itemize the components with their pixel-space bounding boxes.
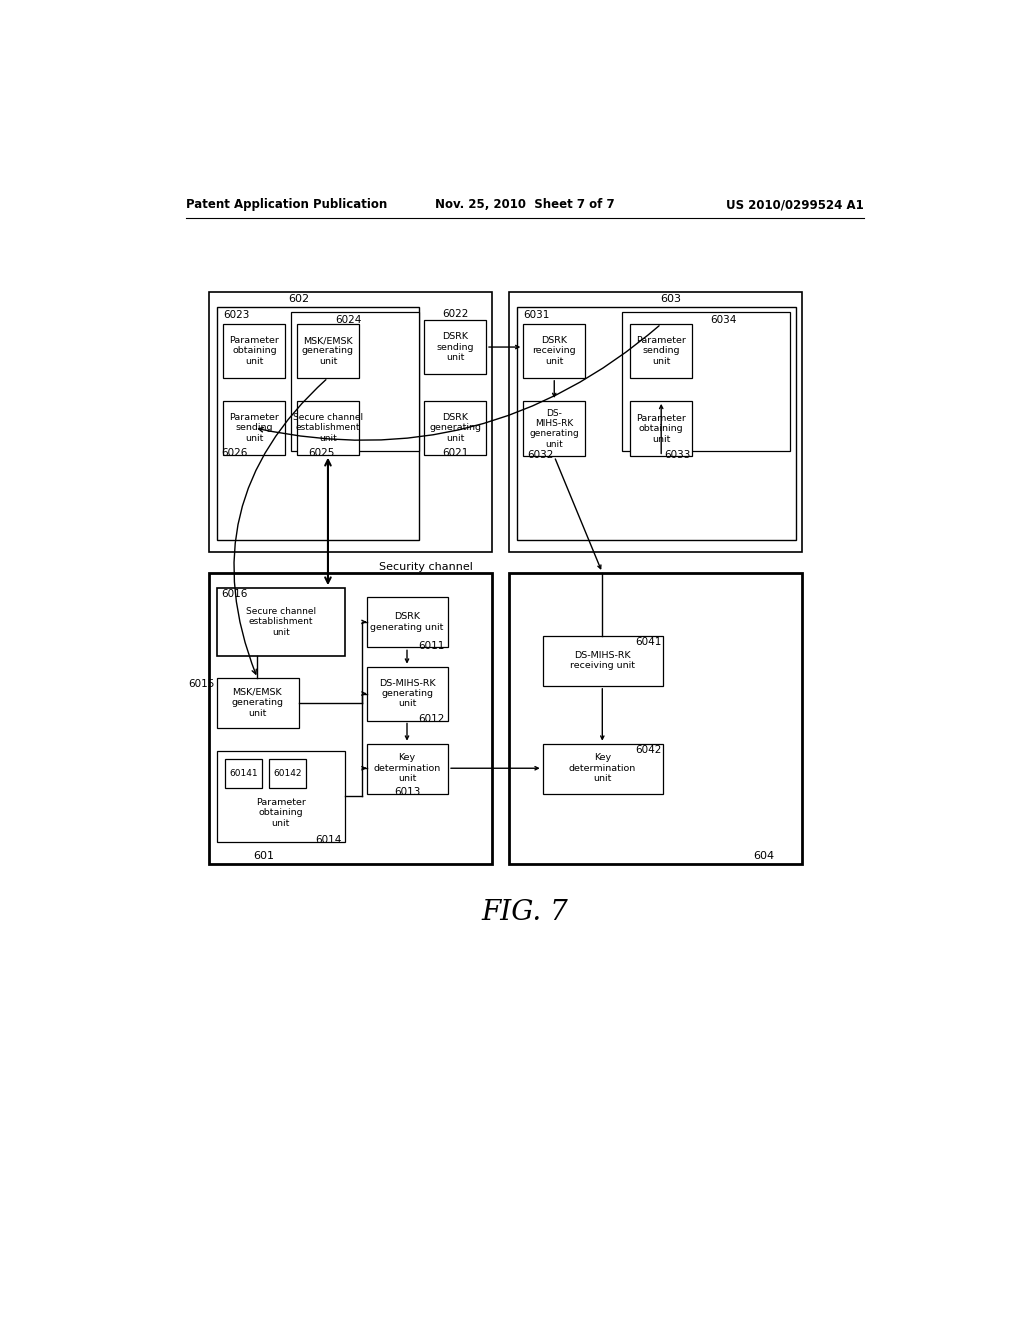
- Text: Parameter
sending
unit: Parameter sending unit: [636, 337, 686, 366]
- Text: Key
determination
unit: Key determination unit: [568, 754, 636, 783]
- Text: Parameter
obtaining
unit: Parameter obtaining unit: [229, 337, 280, 366]
- Text: MSK/EMSK
generating
unit: MSK/EMSK generating unit: [231, 688, 284, 718]
- Text: MSK/EMSK
generating
unit: MSK/EMSK generating unit: [302, 337, 354, 366]
- Bar: [543, 743, 663, 793]
- Text: 6013: 6013: [394, 787, 420, 797]
- Bar: [367, 743, 449, 793]
- Bar: [523, 401, 586, 457]
- Text: 6034: 6034: [710, 315, 736, 325]
- Text: Key
determination
unit: Key determination unit: [374, 754, 440, 783]
- Bar: [424, 401, 486, 455]
- Bar: [509, 292, 802, 552]
- Bar: [225, 759, 262, 788]
- Bar: [424, 321, 486, 374]
- Bar: [367, 598, 449, 647]
- Text: 6032: 6032: [527, 450, 554, 459]
- Text: 60141: 60141: [229, 770, 258, 777]
- Text: 6025: 6025: [308, 449, 335, 458]
- Bar: [630, 323, 692, 378]
- Text: Parameter
obtaining
unit: Parameter obtaining unit: [256, 799, 305, 828]
- Bar: [297, 401, 359, 455]
- Text: 603: 603: [660, 294, 681, 305]
- Text: DS-MIHS-RK
generating
unit: DS-MIHS-RK generating unit: [379, 678, 435, 709]
- Bar: [630, 401, 692, 457]
- Text: 6023: 6023: [223, 310, 250, 319]
- Text: 6016: 6016: [221, 589, 248, 599]
- Text: DSRK
receiving
unit: DSRK receiving unit: [532, 337, 577, 366]
- Text: 6026: 6026: [221, 449, 248, 458]
- Bar: [623, 313, 790, 451]
- Text: 6015: 6015: [188, 680, 215, 689]
- Text: DS-MIHS-RK
receiving unit: DS-MIHS-RK receiving unit: [569, 651, 635, 671]
- Text: Nov. 25, 2010  Sheet 7 of 7: Nov. 25, 2010 Sheet 7 of 7: [435, 198, 614, 211]
- Bar: [209, 292, 493, 552]
- Bar: [367, 667, 449, 721]
- Bar: [543, 636, 663, 686]
- Text: 6022: 6022: [442, 309, 468, 319]
- Text: 6014: 6014: [314, 834, 341, 845]
- Text: Security channel: Security channel: [380, 561, 473, 572]
- Text: 6024: 6024: [336, 315, 362, 325]
- Text: DSRK
generating
unit: DSRK generating unit: [429, 413, 481, 442]
- Text: 6033: 6033: [665, 450, 690, 459]
- Bar: [269, 759, 306, 788]
- Text: FIG. 7: FIG. 7: [481, 899, 568, 927]
- Text: 6031: 6031: [523, 310, 550, 319]
- Bar: [509, 573, 802, 863]
- Bar: [297, 323, 359, 378]
- Text: 604: 604: [753, 851, 774, 861]
- Text: 6041: 6041: [635, 638, 662, 647]
- Text: Secure channel
establishment
unit: Secure channel establishment unit: [246, 607, 315, 636]
- Bar: [517, 308, 796, 540]
- Bar: [523, 323, 586, 378]
- Bar: [291, 313, 419, 451]
- Bar: [217, 751, 345, 842]
- Text: 601: 601: [253, 851, 274, 861]
- Bar: [217, 308, 419, 540]
- Text: 6011: 6011: [418, 640, 444, 651]
- Text: 602: 602: [288, 294, 309, 305]
- Text: 60142: 60142: [273, 770, 302, 777]
- Bar: [217, 678, 299, 729]
- Text: DSRK
generating unit: DSRK generating unit: [371, 612, 443, 632]
- Text: 6012: 6012: [418, 714, 444, 723]
- Bar: [209, 573, 493, 863]
- Text: Patent Application Publication: Patent Application Publication: [186, 198, 387, 211]
- Text: Parameter
obtaining
unit: Parameter obtaining unit: [636, 413, 686, 444]
- Bar: [223, 323, 286, 378]
- Text: DS-
MIHS-RK
generating
unit: DS- MIHS-RK generating unit: [529, 409, 580, 449]
- Text: US 2010/0299524 A1: US 2010/0299524 A1: [726, 198, 864, 211]
- Text: 6021: 6021: [442, 449, 468, 458]
- Text: Parameter
sending
unit: Parameter sending unit: [229, 413, 280, 442]
- Text: 6042: 6042: [635, 744, 662, 755]
- Text: Secure channel
establishment
unit: Secure channel establishment unit: [293, 413, 364, 442]
- Bar: [223, 401, 286, 455]
- Bar: [217, 589, 345, 656]
- Text: DSRK
sending
unit: DSRK sending unit: [436, 333, 474, 362]
